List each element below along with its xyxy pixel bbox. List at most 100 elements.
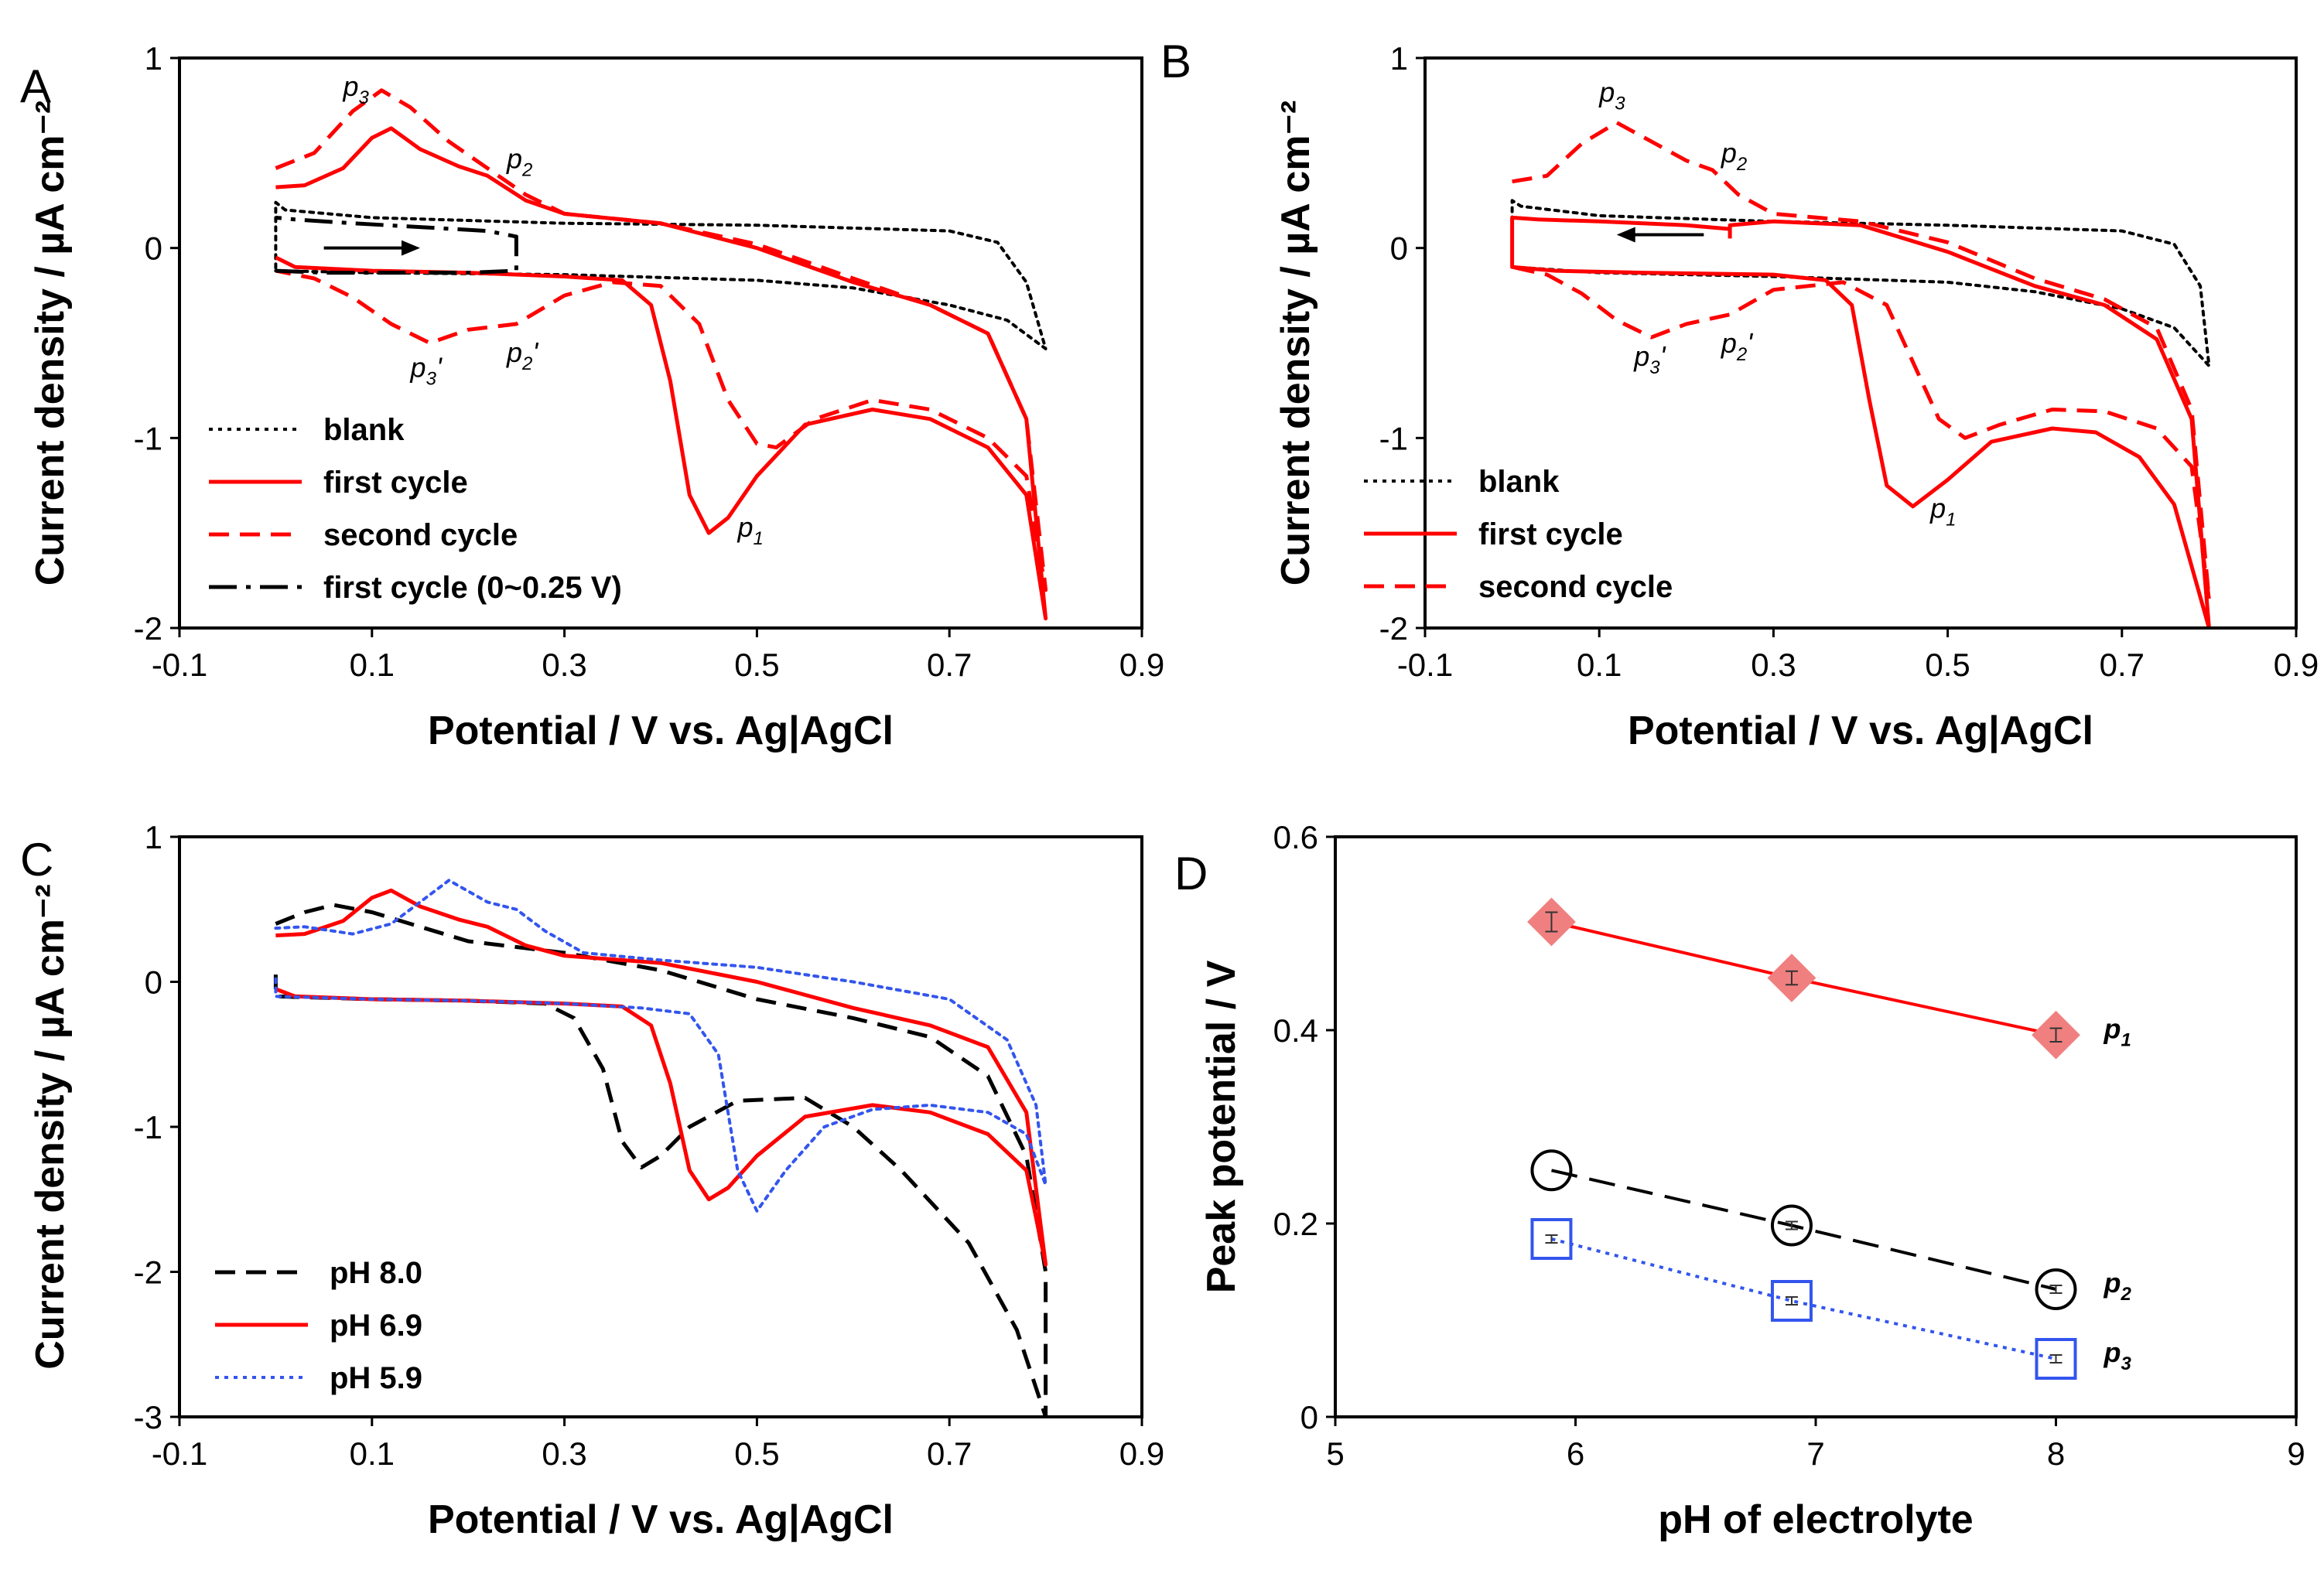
plot-area bbox=[1510, 121, 2211, 628]
series-line-blank bbox=[274, 200, 1048, 350]
x-tick-label: 0.5 bbox=[1925, 647, 1970, 683]
x-tick-label: 0.1 bbox=[350, 1435, 395, 1472]
y-tick-label: -1 bbox=[1379, 420, 1408, 456]
peak-annotation: p2 bbox=[506, 142, 532, 180]
peak-annotation: p1 bbox=[737, 511, 764, 549]
peak-annotation: p2' bbox=[1721, 327, 1753, 365]
trend-line bbox=[1551, 1237, 2056, 1360]
series-line-first-cycle-0-0-25-v- bbox=[275, 215, 518, 275]
legend-label: first cycle bbox=[323, 466, 468, 500]
panel-d: D 5 6 7 8 9 0 0.2 0.4 0.6 pH of electrolyte Peak po… bbox=[1174, 819, 2305, 1542]
legend-label: pH 5.9 bbox=[330, 1361, 422, 1395]
plot-frame bbox=[1423, 56, 2298, 630]
x-tick-label: 6 bbox=[1567, 1435, 1584, 1472]
legend-entry: blank bbox=[1364, 465, 1560, 499]
x-tick-label: 0.3 bbox=[1751, 647, 1796, 683]
x-tick-label: 0.5 bbox=[734, 1435, 779, 1472]
y-tick-label: -2 bbox=[134, 610, 162, 647]
y-tick-label: -2 bbox=[134, 1254, 162, 1291]
x-tick-label: 0.7 bbox=[927, 1435, 972, 1472]
series-p3: p3 bbox=[1530, 1218, 2132, 1380]
peak-annotation: p3' bbox=[410, 352, 443, 390]
x-tick-label: 7 bbox=[1806, 1435, 1824, 1472]
peak-annotation: p2 bbox=[1721, 137, 1747, 175]
legend-label: first cycle (0~0.25 V) bbox=[323, 571, 622, 605]
series-line-second-cycle bbox=[1512, 121, 2211, 602]
data-point-circle bbox=[1530, 1149, 1573, 1192]
series-line-first-cycle bbox=[275, 126, 1048, 621]
scan-direction-arrow bbox=[1616, 227, 1704, 243]
series-label: p1 bbox=[2104, 1012, 2131, 1050]
plot-frame bbox=[178, 835, 1143, 1418]
series-p2: p2 bbox=[1530, 1149, 2132, 1310]
x-tick-label: 5 bbox=[1326, 1435, 1344, 1472]
legend-label: blank bbox=[1478, 465, 1560, 499]
x-tick-label: -0.1 bbox=[1397, 647, 1453, 683]
y-tick-label: 0 bbox=[1390, 230, 1408, 267]
x-tick-label: 0.3 bbox=[542, 647, 586, 683]
panel-label: C bbox=[20, 834, 53, 886]
data-point-square bbox=[2035, 1338, 2077, 1380]
peak-annotation: p1 bbox=[1929, 493, 1956, 531]
legend-label: first cycle bbox=[1478, 517, 1623, 551]
y-axis-label: Current density / µA cm⁻² bbox=[1273, 101, 1318, 586]
plot-area bbox=[274, 88, 1048, 621]
series-line-first-cycle bbox=[1510, 215, 2211, 628]
peak-annotation: p2' bbox=[506, 336, 538, 374]
trend-line bbox=[1551, 1169, 2056, 1291]
panel-label: B bbox=[1160, 36, 1191, 87]
legend-entry: first cycle (0~0.25 V) bbox=[209, 571, 622, 605]
series-label: p2 bbox=[2104, 1267, 2132, 1305]
x-tick-label: 0.5 bbox=[734, 647, 779, 683]
y-tick-label: 0 bbox=[145, 230, 162, 267]
series-line-blank bbox=[1510, 199, 2211, 367]
panel-c: C -0.1 0.1 0.3 0.5 0.7 0.9 -3 -2 -1 0 1 Potential / … bbox=[20, 819, 1164, 1542]
panel-b: B -0.1 0.1 0.3 0.5 0.7 0.9 -2 -1 0 1 Potential / V … bbox=[1160, 36, 2319, 753]
data-point-square bbox=[1770, 1280, 1813, 1322]
x-tick-label: 0.9 bbox=[1119, 1435, 1164, 1472]
series-label: p3 bbox=[2104, 1336, 2132, 1374]
peak-annotation: p3 bbox=[342, 70, 369, 108]
x-tick-label: 0.7 bbox=[2100, 647, 2145, 683]
legend-label: blank bbox=[323, 413, 405, 447]
series-line-ph-6-9 bbox=[275, 888, 1048, 1267]
legend-entry: pH 6.9 bbox=[215, 1309, 422, 1343]
plot-frame bbox=[178, 56, 1143, 630]
y-tick-label: 1 bbox=[145, 819, 162, 855]
scan-direction-arrow bbox=[323, 240, 420, 256]
y-tick-label: -2 bbox=[1379, 610, 1408, 647]
legend-entry: second cycle bbox=[1364, 570, 1673, 604]
y-tick-label: -1 bbox=[134, 1109, 162, 1145]
x-axis-label: Potential / V vs. Ag|AgCl bbox=[1628, 708, 2093, 753]
x-tick-label: 0.1 bbox=[350, 647, 395, 683]
series-line-ph-8-0 bbox=[273, 903, 1048, 1417]
data-point-circle bbox=[1770, 1204, 1813, 1247]
x-tick-label: 0.9 bbox=[2274, 647, 2319, 683]
legend-label: second cycle bbox=[323, 518, 518, 552]
x-tick-label: -0.1 bbox=[152, 1435, 207, 1472]
legend-entry: pH 5.9 bbox=[215, 1361, 422, 1395]
legend-entry: blank bbox=[209, 413, 405, 447]
x-tick-label: 0.7 bbox=[927, 647, 972, 683]
data-point-circle bbox=[2035, 1268, 2077, 1310]
x-tick-label: 0.1 bbox=[1577, 647, 1622, 683]
y-tick-label: -3 bbox=[134, 1399, 162, 1435]
legend-label: pH 8.0 bbox=[330, 1256, 422, 1290]
peak-annotation: p3 bbox=[1598, 77, 1625, 114]
x-axis-label: Potential / V vs. Ag|AgCl bbox=[428, 1497, 894, 1542]
x-tick-label: 9 bbox=[2287, 1435, 2305, 1472]
series-line-second-cycle bbox=[275, 88, 1048, 592]
legend-entry: second cycle bbox=[209, 518, 518, 552]
arrow-head bbox=[1616, 227, 1635, 243]
panel-label: A bbox=[20, 60, 51, 112]
series-p1: p1 bbox=[1527, 897, 2131, 1060]
legend-entry: pH 8.0 bbox=[215, 1256, 422, 1290]
y-tick-label: 1 bbox=[145, 40, 162, 77]
x-tick-label: 8 bbox=[2047, 1435, 2065, 1472]
plot-area bbox=[273, 879, 1048, 1417]
y-tick-label: 1 bbox=[1390, 40, 1408, 77]
x-tick-label: -0.1 bbox=[152, 647, 207, 683]
y-tick-label: 0 bbox=[1300, 1399, 1318, 1435]
x-axis-label: pH of electrolyte bbox=[1658, 1497, 1973, 1542]
